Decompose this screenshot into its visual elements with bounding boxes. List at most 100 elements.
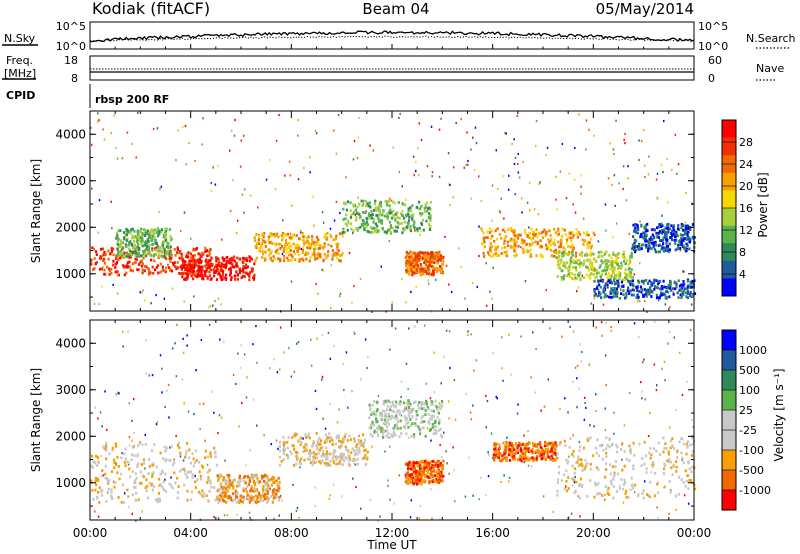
power-band-cell bbox=[428, 212, 431, 215]
power-echo-cell bbox=[504, 132, 506, 135]
power-band-cell bbox=[197, 252, 200, 256]
power-band-cell bbox=[595, 268, 598, 272]
power-band-cell bbox=[234, 278, 237, 281]
power-band-cell bbox=[686, 296, 689, 300]
velocity-band-cell bbox=[375, 413, 378, 417]
power-band-cell bbox=[529, 255, 532, 258]
velocity-band-cell bbox=[325, 450, 329, 453]
power-band-cell bbox=[103, 250, 106, 254]
velocity-band-cell bbox=[413, 433, 416, 436]
power-band-cell bbox=[628, 266, 631, 270]
velocity-band-cell bbox=[308, 451, 311, 455]
velocity-echo-cell bbox=[255, 325, 257, 328]
power-band-cell bbox=[126, 261, 129, 265]
velocity-band-cell bbox=[137, 444, 140, 448]
power-band-cell bbox=[191, 254, 194, 258]
velocity-band-cell bbox=[310, 452, 313, 455]
power-band-cell bbox=[154, 241, 157, 245]
velocity-band-cell bbox=[104, 464, 107, 468]
power-band-cell bbox=[590, 237, 593, 241]
power-band-cell bbox=[94, 250, 98, 254]
velocity-band-cell bbox=[398, 435, 401, 439]
velocity-echo-cell bbox=[454, 500, 456, 503]
power-band-cell bbox=[224, 266, 227, 269]
velocity-band-cell bbox=[375, 417, 378, 421]
power-band-cell bbox=[689, 294, 692, 298]
power-band-cell bbox=[409, 225, 412, 228]
power-band-cell bbox=[597, 251, 600, 254]
power-band-cell bbox=[655, 293, 658, 297]
velocity-echo-cell bbox=[574, 366, 577, 369]
power-band-cell bbox=[153, 236, 156, 240]
velocity-band-cell bbox=[144, 486, 147, 490]
velocity-band-cell bbox=[511, 455, 514, 459]
velocity-band-cell bbox=[262, 485, 265, 488]
velocity-band-cell bbox=[394, 404, 397, 408]
power-band-cell bbox=[599, 275, 603, 279]
power-band-cell bbox=[619, 266, 622, 270]
velocity-band-cell bbox=[101, 469, 104, 472]
power-band-cell bbox=[636, 226, 639, 230]
power-band-cell bbox=[401, 202, 404, 206]
velocity-echo-cell bbox=[252, 343, 254, 346]
power-band-cell bbox=[509, 227, 513, 231]
power-band-cell bbox=[169, 245, 172, 249]
velocity-band-cell bbox=[274, 495, 277, 499]
power-band-cell bbox=[661, 224, 664, 228]
velocity-band-cell bbox=[134, 478, 137, 482]
power-echo-cell bbox=[508, 174, 510, 177]
velocity-band-cell bbox=[162, 457, 165, 460]
power-band-cell bbox=[373, 226, 376, 230]
power-band-cell bbox=[501, 246, 504, 250]
power-band-cell bbox=[513, 234, 516, 237]
power-echo-cell bbox=[555, 198, 557, 201]
velocity-band-cell bbox=[416, 480, 419, 484]
velocity-echo-cell bbox=[249, 516, 251, 520]
velocity-band-cell bbox=[399, 400, 402, 403]
power-echo-cell bbox=[190, 237, 192, 240]
velocity-band-cell bbox=[415, 417, 418, 421]
power-band-cell bbox=[233, 259, 236, 263]
velocity-band-cell bbox=[319, 446, 322, 450]
velocity-band-cell bbox=[162, 488, 165, 492]
velocity-echo-cell bbox=[641, 390, 643, 393]
velocity-band-cell bbox=[264, 481, 267, 484]
power-band-cell bbox=[121, 264, 125, 267]
velocity-band-cell bbox=[335, 462, 338, 466]
velocity-echo-cell bbox=[314, 486, 317, 489]
velocity-echo-cell bbox=[408, 327, 410, 330]
power-band-cell bbox=[153, 259, 156, 263]
power-band-cell bbox=[209, 248, 212, 251]
velocity-band-cell bbox=[393, 416, 396, 420]
power-band-cell bbox=[398, 216, 401, 220]
velocity-band-cell bbox=[305, 448, 308, 452]
power-band-cell bbox=[301, 248, 305, 252]
power-band-cell bbox=[424, 258, 427, 261]
velocity-band-cell bbox=[544, 440, 547, 444]
velocity-band-cell bbox=[261, 499, 264, 503]
power-band-cell bbox=[302, 239, 305, 243]
velocity-band-cell bbox=[98, 501, 101, 504]
power-band-cell bbox=[115, 236, 118, 240]
power-band-cell bbox=[541, 236, 545, 240]
power-band-cell bbox=[620, 285, 623, 288]
power-band-cell bbox=[150, 228, 153, 232]
velocity-echo-cell bbox=[394, 327, 397, 330]
velocity-band-cell bbox=[246, 475, 249, 478]
power-band-cell bbox=[413, 226, 416, 229]
power-band-cell bbox=[252, 276, 255, 280]
power-echo-cell bbox=[639, 262, 641, 265]
velocity-echo-cell bbox=[572, 380, 574, 384]
power-band-cell bbox=[635, 239, 638, 243]
power-band-cell bbox=[163, 248, 166, 252]
power-band-cell bbox=[607, 272, 610, 275]
velocity-band-cell bbox=[264, 495, 267, 499]
power-band-cell bbox=[286, 243, 289, 246]
power-band-cell bbox=[117, 243, 120, 247]
power-band-cell bbox=[629, 260, 632, 264]
power-band-cell bbox=[679, 233, 682, 237]
power-band-cell bbox=[236, 277, 239, 281]
power-band-cell bbox=[532, 230, 535, 234]
velocity-band-cell bbox=[259, 480, 262, 484]
